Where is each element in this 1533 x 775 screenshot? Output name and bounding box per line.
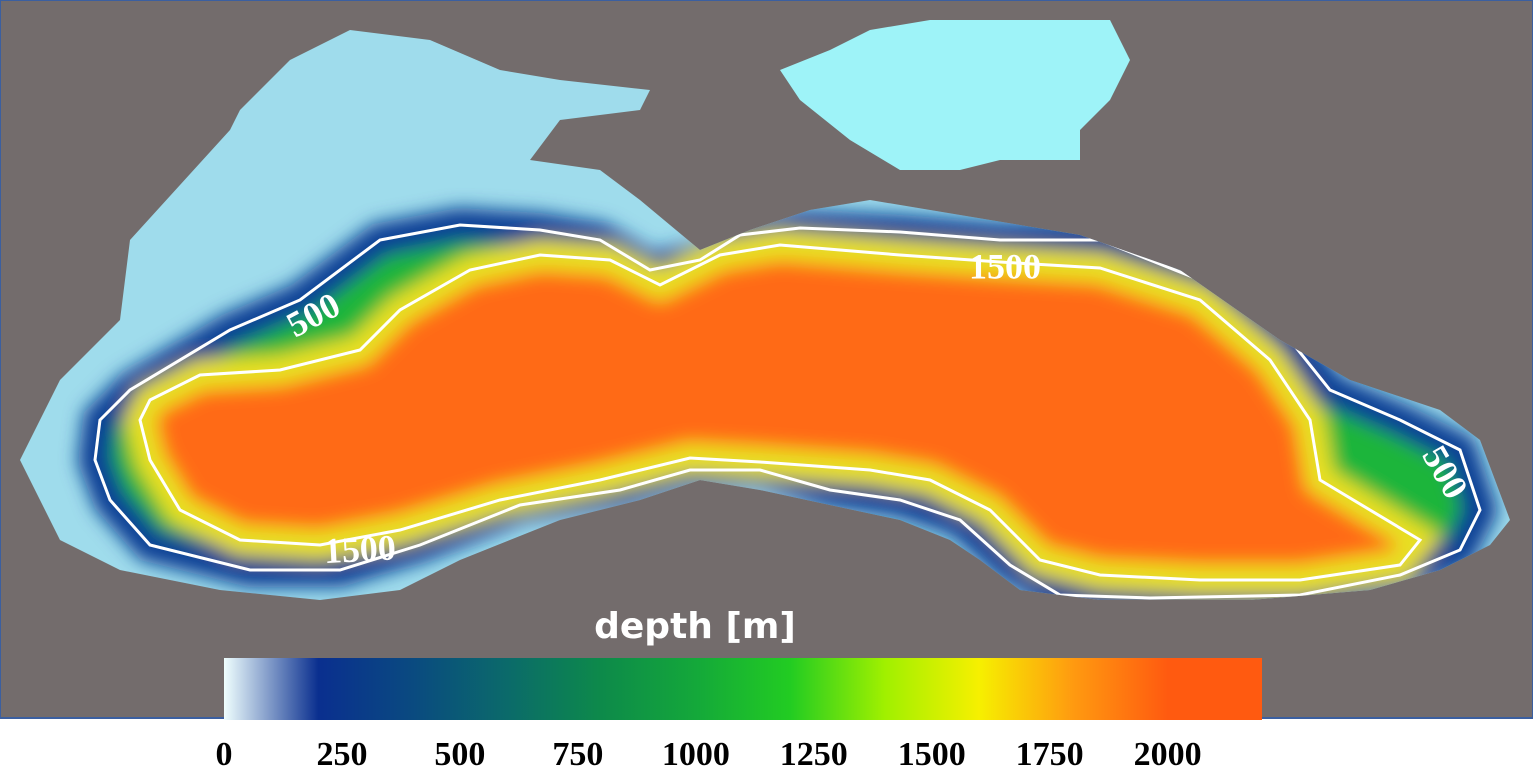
- colorbar-tick-label: 1250: [780, 736, 848, 773]
- contour-label: 1500: [323, 527, 397, 571]
- colorbar-tick-label: 750: [552, 736, 603, 773]
- colorbar-tick-label: 250: [316, 736, 367, 773]
- contour-label: 1500: [969, 246, 1041, 286]
- contour-1500: [138, 243, 1423, 582]
- colorbar-tick-label: 1500: [898, 736, 966, 773]
- colorbar-tick-label: 1750: [1016, 736, 1084, 773]
- colorbar-tick-label: 500: [434, 736, 485, 773]
- colorbar-tick-label: 2000: [1134, 736, 1202, 773]
- colorbar-title: depth [m]: [594, 606, 796, 647]
- sea-of-azov: [780, 20, 1130, 170]
- colorbar: [224, 658, 1262, 720]
- contour-500: [93, 223, 1482, 600]
- colorbar-tick-label: 0: [216, 736, 233, 773]
- colorbar-tick-label: 1000: [662, 736, 730, 773]
